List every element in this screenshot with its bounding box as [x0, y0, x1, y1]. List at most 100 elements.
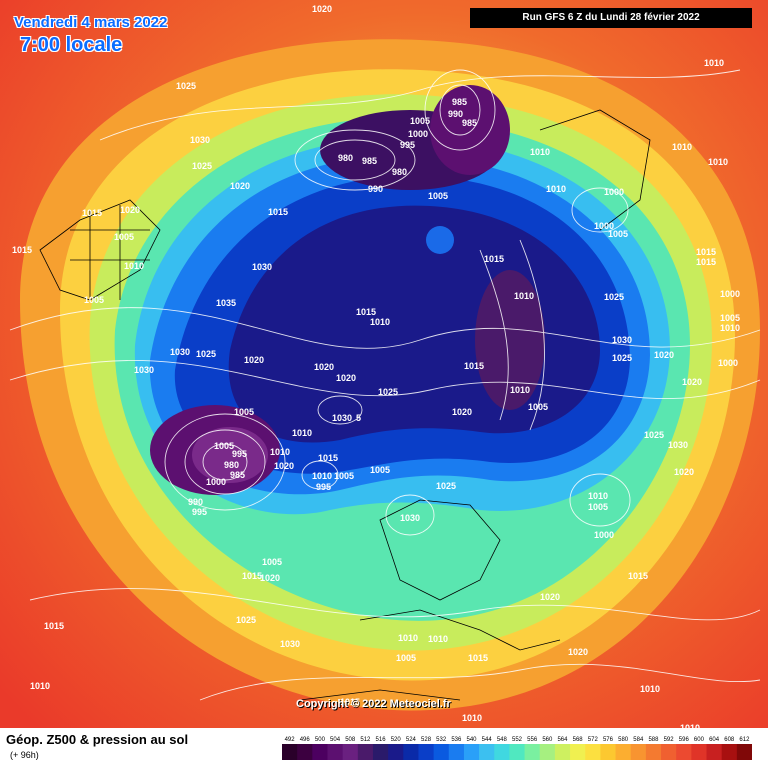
isobar-label: 1025	[378, 387, 398, 397]
isobar-label: 985	[362, 156, 377, 166]
legend-value: 568	[573, 737, 584, 743]
coastlines	[39, 109, 651, 701]
legend-value: 532	[436, 737, 447, 743]
isobar-label: 1000	[718, 358, 738, 368]
isobar-label: 1020	[314, 362, 334, 372]
legend-value: 504	[330, 737, 341, 743]
legend-swatch	[448, 744, 465, 760]
legend-swatch	[721, 744, 738, 760]
legend-swatch	[494, 744, 510, 760]
legend-value: 564	[557, 737, 568, 743]
isobar-label: 1030	[280, 639, 300, 649]
legend-swatch	[282, 744, 298, 760]
isobar-label: 1035	[216, 298, 236, 308]
isobar-label: 1020	[568, 647, 588, 657]
isobar-label: 1020	[244, 355, 264, 365]
high-pole	[426, 226, 454, 254]
isobar-label: 1005	[84, 295, 104, 305]
copyright: Copyright © 2022 Meteociel.fr	[296, 698, 451, 710]
legend-value: 596	[679, 737, 690, 743]
isobar-label: 1000	[408, 129, 428, 139]
isobar-label: 1005	[410, 116, 430, 126]
isobar-label: 1020	[540, 592, 560, 602]
isobar-label: 1010	[546, 184, 566, 194]
legend-swatch	[418, 744, 435, 760]
forecast-range: (+ 96h)	[10, 750, 39, 760]
isobar-label: 980	[338, 153, 353, 163]
legend-swatch	[388, 744, 404, 760]
isobar-label: 1020	[230, 181, 250, 191]
isobar-label: 1010	[398, 633, 418, 643]
isobar-label: 1005	[234, 407, 254, 417]
isobar-labels: 1020101010259859909851005100099510301010…	[12, 4, 740, 728]
weather-map: 1020 1010 1025 985 990 985 1005 1000 995 1030 1010…	[0, 0, 768, 728]
legend-value: 556	[527, 737, 538, 743]
isobar-label: 1010	[462, 713, 482, 723]
isobar-label: 1010	[510, 385, 530, 395]
isobar-label: 1020	[674, 467, 694, 477]
legend-swatch	[539, 744, 556, 760]
legend-swatch	[554, 744, 571, 760]
legend-swatch	[661, 744, 677, 760]
isobar-label: 1005	[608, 229, 628, 239]
isobar-label: 1005	[114, 232, 134, 242]
low-north-core	[430, 85, 510, 175]
legend-swatch	[372, 744, 389, 760]
isobar-label: 1010	[312, 471, 332, 481]
isobar-lines	[9, 69, 761, 701]
isobar-label: 1025	[612, 353, 632, 363]
isobar-label: 1000	[604, 187, 624, 197]
isobar-label: 985	[230, 470, 245, 480]
legend-value: 608	[724, 737, 735, 743]
legend-swatch	[463, 744, 480, 760]
isobar-label: 995	[400, 140, 415, 150]
isobar-label: 1015	[628, 571, 648, 581]
legend-swatch	[706, 744, 723, 760]
isobar-label: 1030	[668, 440, 688, 450]
legend-value: 512	[360, 737, 371, 743]
isobar-label: 1030	[134, 365, 154, 375]
isobar-label: 1020	[682, 377, 702, 387]
isobar-label: 1000	[720, 289, 740, 299]
legend-swatch	[645, 744, 662, 760]
isobar-label: 1015	[696, 247, 716, 257]
legend-swatch	[570, 744, 586, 760]
isobar-label: 1000	[594, 530, 614, 540]
isobar-label: 985	[462, 118, 477, 128]
legend-value: 612	[739, 737, 750, 743]
legend-value: 528	[421, 737, 432, 743]
isobar-label: 1020	[260, 573, 280, 583]
legend-value: 540	[467, 737, 478, 743]
legend-swatch	[403, 744, 419, 760]
isobar-label: 1020	[336, 373, 356, 383]
legend-value: 544	[482, 737, 493, 743]
isobar-label: 1015	[242, 571, 262, 581]
isobar-label: 1015	[82, 208, 102, 218]
isobar-label: 1000	[594, 221, 614, 231]
legend-value: 604	[709, 737, 720, 743]
isobar-label: 1010	[588, 491, 608, 501]
isobar-label: 1015	[356, 307, 376, 317]
isobar-label: 1015	[44, 621, 64, 631]
legend-value: 584	[633, 737, 644, 743]
map-title: Géop. Z500 & pression au sol	[6, 732, 189, 747]
legend-swatch	[342, 744, 359, 760]
isobar-label: 1015	[464, 361, 484, 371]
isobar-label: 1010	[640, 684, 660, 694]
isobar-label: 1015	[12, 245, 32, 255]
legend-swatch	[297, 744, 313, 760]
legend-value: 520	[391, 737, 402, 743]
isobar-label: 1005	[214, 441, 234, 451]
isobar-label: 1010	[514, 291, 534, 301]
isobar-label: 980	[224, 460, 239, 470]
isobar-label: 1025	[196, 349, 216, 359]
isobar-label: 1015	[340, 697, 360, 707]
isobar-label: 1010	[530, 147, 550, 157]
isobar-label: 1030	[252, 262, 272, 272]
isobar-label: 990	[188, 497, 203, 507]
geopotential-field: 1020101010259859909851005100099510301010…	[0, 0, 768, 728]
legend-value: 492	[285, 737, 296, 743]
isobar-label: 1005	[396, 653, 416, 663]
legend-value: 500	[315, 737, 326, 743]
isobar-label: 1020	[312, 4, 332, 14]
